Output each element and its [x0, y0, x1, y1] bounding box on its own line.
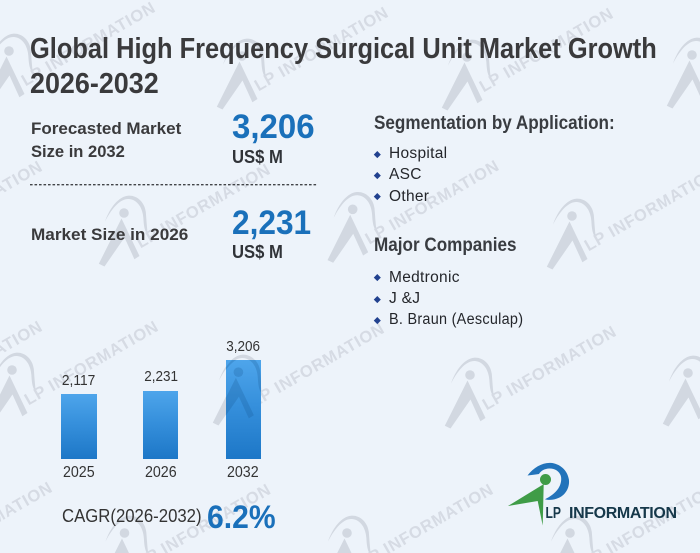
- svg-text:INFORMATION: INFORMATION: [569, 505, 677, 522]
- svg-text:LP: LP: [546, 505, 562, 522]
